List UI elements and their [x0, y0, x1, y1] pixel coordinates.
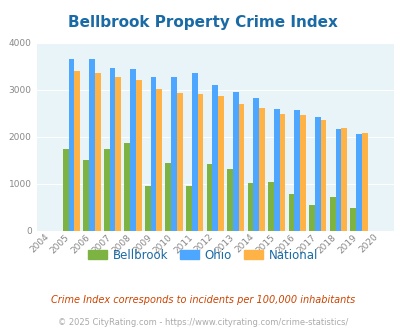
Bar — [299, 115, 305, 231]
Text: Crime Index corresponds to incidents per 100,000 inhabitants: Crime Index corresponds to incidents per… — [51, 295, 354, 305]
Bar — [247, 183, 253, 231]
Bar — [212, 85, 217, 231]
Bar — [150, 77, 156, 231]
Bar — [185, 186, 191, 231]
Bar — [206, 164, 212, 231]
Bar — [341, 128, 346, 231]
Bar — [320, 119, 326, 231]
Bar — [217, 96, 223, 231]
Bar — [253, 98, 258, 231]
Bar — [197, 94, 203, 231]
Legend: Bellbrook, Ohio, National: Bellbrook, Ohio, National — [83, 244, 322, 266]
Bar — [145, 186, 150, 231]
Bar — [361, 133, 367, 231]
Bar — [171, 77, 177, 231]
Bar — [238, 104, 244, 231]
Bar — [226, 169, 232, 231]
Bar — [267, 182, 273, 231]
Bar — [104, 149, 109, 231]
Bar — [177, 93, 182, 231]
Bar — [350, 208, 355, 231]
Bar — [124, 143, 130, 231]
Bar — [329, 197, 335, 231]
Bar — [273, 109, 279, 231]
Bar — [165, 163, 171, 231]
Bar — [136, 80, 141, 231]
Bar — [294, 110, 299, 231]
Bar — [63, 149, 68, 231]
Bar — [74, 71, 80, 231]
Bar — [191, 73, 197, 231]
Bar — [83, 159, 89, 231]
Text: © 2025 CityRating.com - https://www.cityrating.com/crime-statistics/: © 2025 CityRating.com - https://www.city… — [58, 318, 347, 327]
Bar — [95, 73, 100, 231]
Bar — [68, 59, 74, 231]
Bar — [130, 69, 136, 231]
Bar — [309, 205, 314, 231]
Bar — [232, 92, 238, 231]
Bar — [156, 88, 162, 231]
Bar — [288, 194, 294, 231]
Bar — [355, 134, 361, 231]
Bar — [335, 129, 341, 231]
Bar — [279, 114, 285, 231]
Bar — [258, 108, 264, 231]
Text: Bellbrook Property Crime Index: Bellbrook Property Crime Index — [68, 15, 337, 30]
Bar — [89, 59, 95, 231]
Bar — [314, 117, 320, 231]
Bar — [115, 77, 121, 231]
Bar — [109, 68, 115, 231]
